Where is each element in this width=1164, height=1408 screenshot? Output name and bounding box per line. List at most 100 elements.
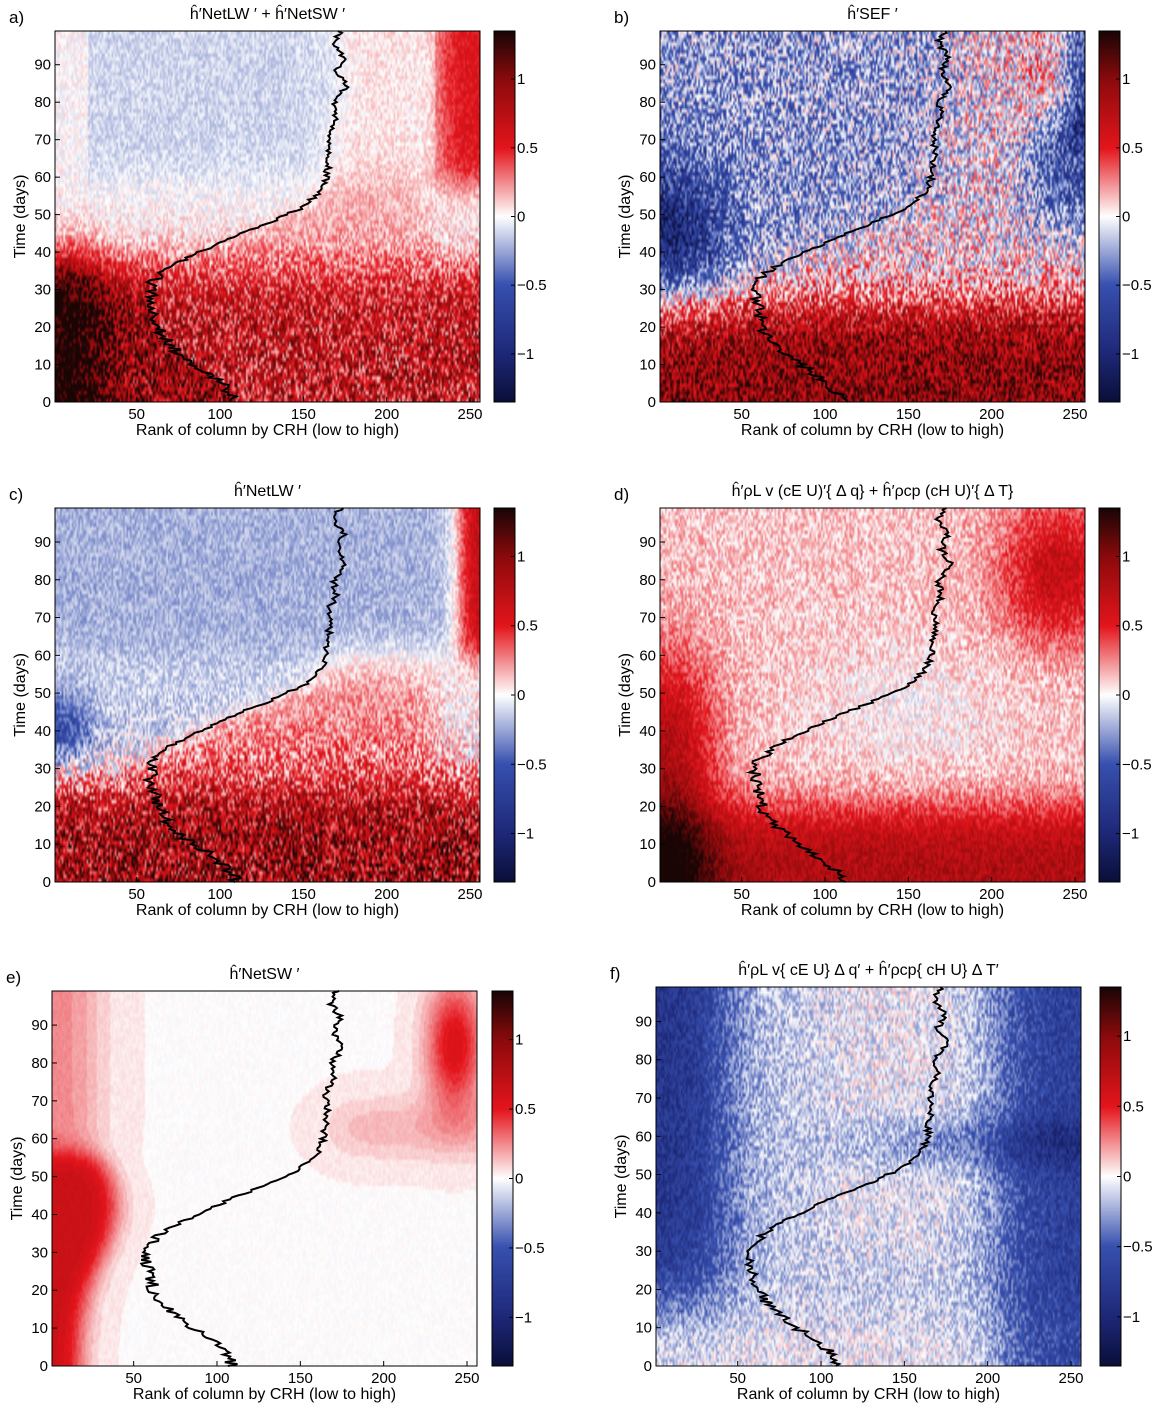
y-tick-label: 80: [639, 94, 656, 111]
y-tick-label: 20: [635, 1281, 652, 1298]
y-tick-label: 10: [635, 1320, 652, 1337]
colorbar-tick-label: −0.5: [515, 1240, 545, 1257]
plot-frame: [659, 30, 1086, 403]
x-tick-label: 100: [808, 1370, 833, 1387]
colorbar-tick-label: −1: [517, 346, 534, 363]
y-tick-label: 30: [31, 1244, 48, 1261]
y-tick-label: 40: [31, 1206, 48, 1223]
colorbar-tick-label: 0: [515, 1171, 523, 1188]
y-tick-label: 20: [34, 798, 51, 815]
heatmap-image: [660, 508, 1085, 882]
x-tick-label: 100: [207, 886, 232, 903]
panel-title: ĥ′ρL v (cE U)′{ Δ q} + ĥ′ρcp (cH U)′{ Δ …: [732, 481, 1014, 500]
y-tick-label: 90: [31, 1017, 48, 1034]
x-tick-label: 50: [128, 406, 145, 423]
y-tick-label: 20: [639, 319, 656, 336]
y-tick-label: 60: [31, 1131, 48, 1148]
y-tick-label: 50: [34, 685, 51, 702]
panel-label: c): [9, 485, 23, 504]
colorbar-gradient: [1099, 31, 1120, 402]
y-tick-label: 80: [639, 572, 656, 589]
colorbar-tick-label: 1: [517, 71, 525, 88]
y-tick-label: 10: [34, 357, 51, 374]
x-tick-label: 150: [291, 406, 316, 423]
x-axis-label: Rank of column by CRH (low to high): [737, 1386, 1000, 1403]
x-tick-label: 50: [733, 886, 750, 903]
x-tick-label: 150: [288, 1370, 313, 1387]
x-tick-label: 250: [1058, 1370, 1083, 1387]
y-tick-label: 10: [639, 357, 656, 374]
y-axis-label: Time (days): [12, 653, 29, 737]
heatmap-image: [656, 987, 1081, 1366]
x-tick-label: 200: [975, 1370, 1000, 1387]
x-axis-label: Rank of column by CRH (low to high): [741, 422, 1004, 439]
heatmap-image: [52, 991, 477, 1366]
colorbar-tick-label: 1: [1123, 1028, 1131, 1045]
x-tick-label: 100: [812, 886, 837, 903]
colorbar-tick-label: 0.5: [1122, 140, 1143, 157]
colorbar-tick-label: 0: [517, 687, 525, 704]
y-tick-label: 60: [639, 169, 656, 186]
y-tick-label: 0: [43, 394, 51, 411]
colorbar-gradient: [1099, 508, 1120, 882]
colorbar-gradient: [1100, 987, 1121, 1366]
y-tick-label: 10: [34, 836, 51, 853]
y-tick-label: 70: [31, 1093, 48, 1110]
x-axis-label: Rank of column by CRH (low to high): [133, 1386, 396, 1403]
y-tick-label: 30: [639, 282, 656, 299]
y-tick-label: 0: [644, 1358, 652, 1375]
panel-title: ĥ′NetLW ′: [234, 481, 301, 500]
contour-line: [744, 986, 949, 1367]
plot-frame: [51, 990, 478, 1367]
colorbar-gradient: [494, 508, 515, 882]
colorbar-tick-label: −1: [1122, 346, 1139, 363]
y-tick-label: 40: [639, 244, 656, 261]
x-axis-label: Rank of column by CRH (low to high): [741, 902, 1004, 919]
y-tick-label: 70: [34, 610, 51, 627]
x-tick-label: 200: [979, 406, 1004, 423]
colorbar-tick-label: 0: [1123, 1169, 1131, 1186]
x-tick-label: 50: [733, 406, 750, 423]
y-tick-label: 60: [635, 1128, 652, 1145]
colorbar-tick-label: −0.5: [517, 756, 547, 773]
x-tick-label: 200: [374, 406, 399, 423]
panel-title: ĥ′NetLW ′ + ĥ′NetSW ′: [190, 4, 345, 23]
x-axis-label: Rank of column by CRH (low to high): [136, 422, 399, 439]
panel-label: e): [6, 968, 21, 987]
y-axis-label: Time (days): [12, 175, 29, 259]
panel-label: f): [610, 964, 620, 983]
y-tick-label: 40: [635, 1205, 652, 1222]
y-tick-label: 20: [34, 319, 51, 336]
contour-line: [745, 507, 955, 883]
y-tick-label: 50: [639, 207, 656, 224]
colorbar-tick-label: 1: [1122, 71, 1130, 88]
x-tick-label: 200: [374, 886, 399, 903]
y-tick-label: 10: [31, 1320, 48, 1337]
y-tick-label: 90: [34, 534, 51, 551]
colorbar-gradient: [494, 31, 515, 402]
y-tick-label: 10: [639, 836, 656, 853]
x-tick-label: 150: [892, 1370, 917, 1387]
y-tick-label: 80: [34, 94, 51, 111]
panel-label: b): [614, 8, 629, 27]
panel-title: ĥ′ρL v{ cE U} Δ q′ + ĥ′ρcp{ cH U} Δ T′: [738, 960, 998, 979]
heatmap-image: [55, 31, 480, 402]
colorbar: −1 −0.5 0 0.5 1: [491, 990, 545, 1367]
y-tick-label: 20: [31, 1282, 48, 1299]
y-axis-label: Time (days): [9, 1137, 26, 1221]
y-tick-label: 30: [34, 761, 51, 778]
x-tick-label: 150: [896, 406, 921, 423]
colorbar-tick-label: 1: [1122, 548, 1130, 565]
y-tick-label: 60: [34, 169, 51, 186]
y-tick-label: 0: [40, 1358, 48, 1375]
colorbar-tick-label: 0.5: [517, 618, 538, 635]
plot-frame: [54, 507, 481, 883]
colorbar-tick-label: 0.5: [515, 1101, 536, 1118]
plot-frame: [659, 507, 1086, 883]
panel-label: a): [9, 8, 24, 27]
colorbar-tick-label: −0.5: [1122, 277, 1152, 294]
